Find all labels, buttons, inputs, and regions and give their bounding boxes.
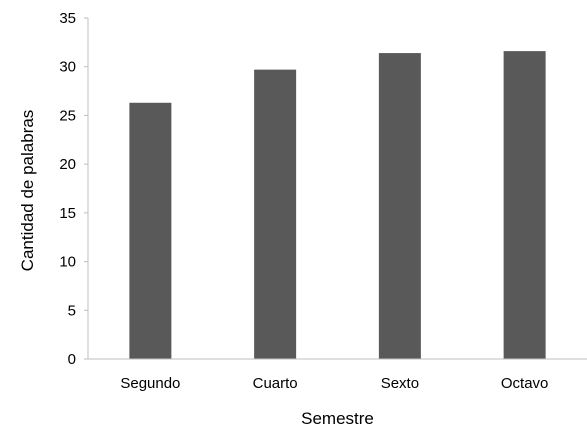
y-tick-label: 0 bbox=[68, 351, 76, 368]
x-axis-title: Semestre bbox=[301, 409, 374, 428]
y-tick-label: 35 bbox=[59, 10, 76, 27]
y-tick-label: 15 bbox=[59, 205, 76, 222]
y-tick-label: 20 bbox=[59, 156, 76, 173]
y-axis-title: Cantidad de palabras bbox=[18, 110, 37, 272]
bar-cuarto bbox=[254, 69, 297, 359]
bar-sexto bbox=[378, 53, 421, 360]
x-tick-label: Segundo bbox=[120, 375, 180, 392]
x-axis-ticks: Segundo Cuarto Sexto Octavo bbox=[120, 375, 548, 392]
y-tick-label: 25 bbox=[59, 107, 76, 124]
y-axis-ticks: 0 5 10 15 20 25 30 35 bbox=[59, 10, 88, 368]
bar-segundo bbox=[129, 102, 172, 360]
x-tick-label: Sexto bbox=[381, 375, 419, 392]
y-tick-label: 5 bbox=[68, 302, 76, 319]
bar-octavo bbox=[503, 51, 546, 360]
bars bbox=[129, 51, 546, 360]
x-tick-label: Octavo bbox=[501, 375, 549, 392]
y-tick-label: 30 bbox=[59, 59, 76, 76]
x-tick-label: Cuarto bbox=[253, 375, 298, 392]
y-tick-label: 10 bbox=[59, 254, 76, 271]
